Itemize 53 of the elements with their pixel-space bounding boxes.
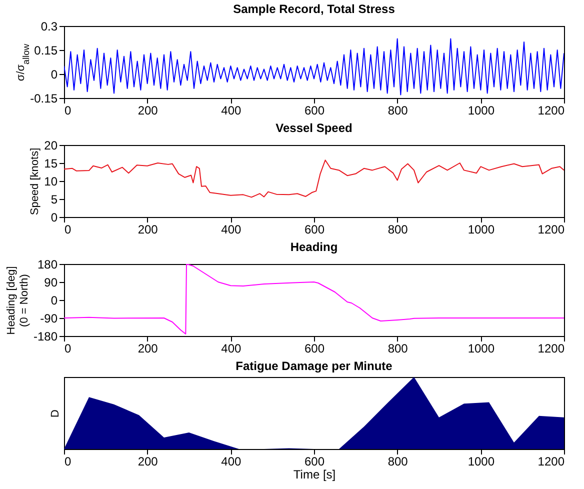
line-series — [64, 264, 564, 334]
y-tick-label: 0 — [50, 68, 58, 82]
y-tick-label: 20 — [44, 138, 58, 152]
y-tick-label: 0 — [50, 294, 58, 308]
x-tick-label: 200 — [138, 104, 158, 118]
x-tick-label: 400 — [221, 104, 242, 118]
x-tick-label: 800 — [388, 342, 408, 356]
y-tick-label: -0.15 — [30, 92, 58, 106]
x-tick-label: 0 — [64, 342, 72, 356]
x-tick-label: 1200 — [538, 454, 565, 468]
x-tick-label: 600 — [304, 104, 325, 118]
y-tick-label: -90 — [40, 312, 58, 326]
x-tick-label: 0 — [64, 222, 72, 236]
x-tick-label: 400 — [221, 454, 242, 468]
y-tick-label: 10 — [44, 174, 58, 188]
y-tick-label: 180 — [37, 258, 58, 272]
x-tick-label: 600 — [304, 222, 325, 236]
y-tick-label: -180 — [33, 330, 58, 344]
x-tick-label: 200 — [138, 342, 158, 356]
y-tick-label: 0.3 — [40, 20, 58, 34]
x-tick-label: 600 — [304, 454, 325, 468]
x-tick-label: 200 — [138, 222, 158, 236]
x-tick-label: 1200 — [538, 104, 565, 118]
x-tick-label: 800 — [388, 104, 408, 118]
y-tick-label: 5 — [50, 192, 58, 206]
y-axis-title: D — [50, 409, 62, 418]
y-tick-label: 90 — [44, 276, 58, 290]
y-axis-title: Speed [knots] — [29, 148, 42, 216]
x-tick-label: 1200 — [538, 222, 565, 236]
line-series — [64, 160, 564, 198]
x-tick-label: 1000 — [468, 104, 495, 118]
x-axis-title: Time [s] — [293, 468, 336, 482]
x-tick-label: 200 — [138, 454, 158, 468]
y-tick-label: 0.15 — [34, 44, 58, 58]
x-tick-label: 0 — [64, 104, 72, 118]
x-tick-label: 0 — [64, 454, 72, 468]
x-tick-label: 400 — [221, 222, 242, 236]
chart-title: Vessel Speed — [276, 121, 352, 135]
y-axis-title: Heading [deg] (0 = North) — [5, 266, 30, 335]
x-tick-label: 1200 — [538, 342, 565, 356]
x-tick-label: 1000 — [468, 342, 495, 356]
line-series — [64, 38, 564, 96]
x-tick-label: 1000 — [468, 222, 495, 236]
x-tick-label: 800 — [388, 222, 408, 236]
chart-title: Heading — [290, 240, 338, 254]
x-tick-label: 800 — [388, 454, 408, 468]
chart-title: Sample Record, Total Stress — [233, 2, 396, 16]
y-tick-label: 0 — [50, 210, 58, 224]
chart-title: Fatigue Damage per Minute — [236, 359, 393, 373]
x-tick-label: 600 — [304, 342, 325, 356]
x-tick-label: 400 — [221, 342, 242, 356]
y-tick-label: 15 — [44, 156, 58, 170]
x-tick-label: 1000 — [468, 454, 495, 468]
